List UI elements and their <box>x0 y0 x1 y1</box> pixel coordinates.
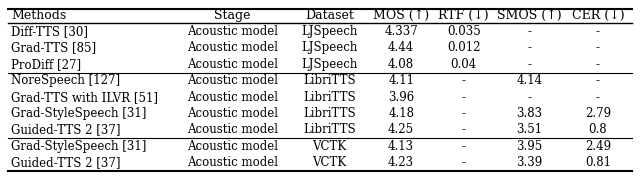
Text: 4.23: 4.23 <box>388 156 414 169</box>
Text: 4.44: 4.44 <box>388 41 414 54</box>
Text: -: - <box>596 74 600 87</box>
Text: 4.25: 4.25 <box>388 123 414 136</box>
Text: LJSpeech: LJSpeech <box>301 41 358 54</box>
Text: -: - <box>461 91 466 104</box>
Text: 3.95: 3.95 <box>516 140 542 153</box>
Text: 2.79: 2.79 <box>585 107 611 120</box>
Text: Acoustic model: Acoustic model <box>187 107 278 120</box>
Text: -: - <box>461 156 466 169</box>
Text: Acoustic model: Acoustic model <box>187 58 278 71</box>
Text: Grad-TTS [85]: Grad-TTS [85] <box>11 41 96 54</box>
Text: CER (↓): CER (↓) <box>572 9 624 22</box>
Text: -: - <box>596 25 600 38</box>
Text: RTF (↓): RTF (↓) <box>438 9 489 22</box>
Text: 2.49: 2.49 <box>585 140 611 153</box>
Text: 0.012: 0.012 <box>447 41 481 54</box>
Text: 0.035: 0.035 <box>447 25 481 38</box>
Text: Methods: Methods <box>11 9 66 22</box>
Text: 0.04: 0.04 <box>451 58 477 71</box>
Text: VCTK: VCTK <box>312 140 346 153</box>
Text: Guided-TTS 2 [37]: Guided-TTS 2 [37] <box>11 123 120 136</box>
Text: 3.83: 3.83 <box>516 107 542 120</box>
Text: -: - <box>461 140 466 153</box>
Text: VCTK: VCTK <box>312 156 346 169</box>
Text: 4.08: 4.08 <box>388 58 414 71</box>
Text: 3.96: 3.96 <box>388 91 414 104</box>
Text: Acoustic model: Acoustic model <box>187 123 278 136</box>
Text: NoreSpeech [127]: NoreSpeech [127] <box>11 74 120 87</box>
Text: 0.8: 0.8 <box>589 123 607 136</box>
Text: -: - <box>527 58 531 71</box>
Text: LibriTTS: LibriTTS <box>303 107 356 120</box>
Text: 4.11: 4.11 <box>388 74 414 87</box>
Text: -: - <box>596 41 600 54</box>
Text: SMOS (↑): SMOS (↑) <box>497 9 561 22</box>
Text: Acoustic model: Acoustic model <box>187 41 278 54</box>
Text: -: - <box>527 25 531 38</box>
Text: -: - <box>527 41 531 54</box>
Text: Grad-StyleSpeech [31]: Grad-StyleSpeech [31] <box>11 107 147 120</box>
Text: LibriTTS: LibriTTS <box>303 74 356 87</box>
Text: 4.18: 4.18 <box>388 107 414 120</box>
Text: -: - <box>461 123 466 136</box>
Text: LibriTTS: LibriTTS <box>303 91 356 104</box>
Text: Acoustic model: Acoustic model <box>187 140 278 153</box>
Text: 4.14: 4.14 <box>516 74 542 87</box>
Text: Stage: Stage <box>214 9 251 22</box>
Text: Grad-TTS with ILVR [51]: Grad-TTS with ILVR [51] <box>11 91 158 104</box>
Text: 4.13: 4.13 <box>388 140 414 153</box>
Text: -: - <box>596 58 600 71</box>
Text: Acoustic model: Acoustic model <box>187 74 278 87</box>
Text: -: - <box>527 91 531 104</box>
Text: Acoustic model: Acoustic model <box>187 156 278 169</box>
Text: Acoustic model: Acoustic model <box>187 91 278 104</box>
Text: LJSpeech: LJSpeech <box>301 25 358 38</box>
Text: Diff-TTS [30]: Diff-TTS [30] <box>11 25 88 38</box>
Text: -: - <box>461 74 466 87</box>
Text: Grad-StyleSpeech [31]: Grad-StyleSpeech [31] <box>11 140 147 153</box>
Text: Guided-TTS 2 [37]: Guided-TTS 2 [37] <box>11 156 120 169</box>
Text: Acoustic model: Acoustic model <box>187 25 278 38</box>
Text: 0.81: 0.81 <box>585 156 611 169</box>
Text: -: - <box>461 107 466 120</box>
Text: 3.51: 3.51 <box>516 123 542 136</box>
Text: 4.337: 4.337 <box>384 25 418 38</box>
Text: 3.39: 3.39 <box>516 156 542 169</box>
Text: ProDiff [27]: ProDiff [27] <box>11 58 81 71</box>
Text: MOS (↑): MOS (↑) <box>373 9 429 22</box>
Text: LJSpeech: LJSpeech <box>301 58 358 71</box>
Text: Dataset: Dataset <box>305 9 354 22</box>
Text: -: - <box>596 91 600 104</box>
Text: LibriTTS: LibriTTS <box>303 123 356 136</box>
